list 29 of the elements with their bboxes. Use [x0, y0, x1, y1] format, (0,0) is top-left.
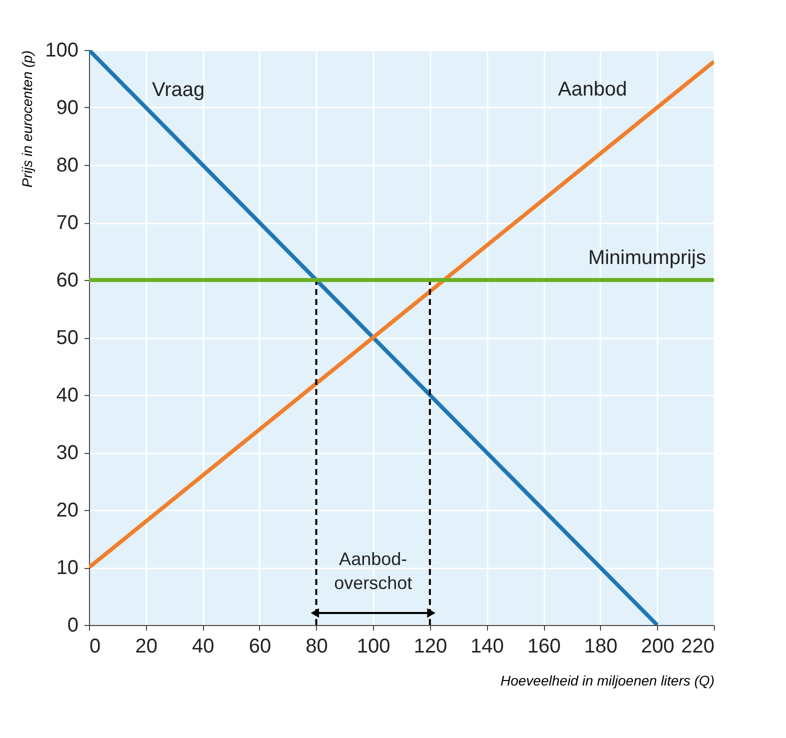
x-axis-title: Hoeveelheid in miljoenen liters (Q) [500, 672, 714, 688]
y-tick-label: 90 [56, 97, 78, 119]
y-tick-label: 10 [56, 557, 78, 579]
series-label: Vraag [152, 79, 205, 101]
x-tick-label: 0 [90, 636, 101, 658]
y-axis-title: Prijs in eurocenten (p) [19, 50, 36, 188]
y-tick-label: 30 [56, 442, 78, 464]
x-tick-label: 140 [470, 636, 504, 658]
x-tick-label: 60 [248, 636, 272, 658]
y-tick-label: 0 [67, 614, 78, 636]
x-tick-label: 20 [135, 636, 158, 658]
ref-line-label: Minimumprijs [588, 247, 706, 269]
y-tick-label: 50 [56, 327, 78, 349]
x-tick-label: 40 [192, 636, 214, 658]
series-label: Aanbod [558, 78, 627, 100]
x-tick-label: 200 [640, 636, 674, 658]
x-tick-label: 100 [356, 636, 390, 658]
x-tick-label: 120 [414, 636, 448, 658]
y-tick-label: 40 [56, 384, 78, 406]
y-tick-label: 100 [45, 40, 78, 62]
y-tick-label: 60 [56, 270, 78, 292]
x-tick-label: 180 [584, 636, 618, 658]
x-tick-label: 160 [527, 636, 561, 658]
y-tick-label: 20 [56, 500, 78, 522]
x-tick-label: 220 [681, 636, 714, 658]
annotation: Aanbod- overschot [334, 549, 412, 593]
x-tick-label: 80 [306, 636, 328, 658]
y-tick-label: 80 [56, 154, 78, 176]
y-tick-label: 70 [56, 212, 78, 234]
